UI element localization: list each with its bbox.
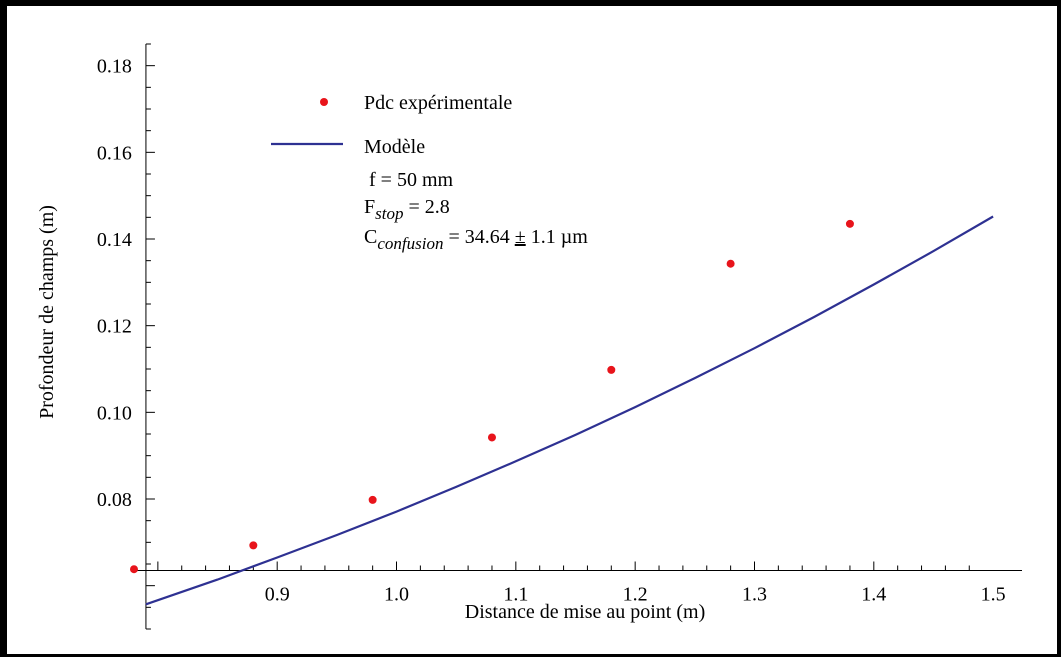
legend-conf-sub: confusion xyxy=(377,234,443,253)
x-tick-label: 1.0 xyxy=(384,584,409,606)
legend-fstop: Fstop = 2.8 xyxy=(364,196,450,223)
y-tick-label: 0.12 xyxy=(97,316,132,338)
x-tick-label: 0.9 xyxy=(265,584,290,606)
legend-confusion: Cconfusion = 34.64 ± 1.1 µm xyxy=(364,226,588,253)
ticks xyxy=(145,43,970,630)
legend-fstop-main: F xyxy=(364,196,375,218)
y-axis-title: Profondeur de champs (m) xyxy=(36,205,58,419)
legend-conf-err: 1.1 µm xyxy=(526,226,589,248)
data-points xyxy=(130,219,854,574)
data-point xyxy=(368,495,377,504)
legend-points-label: Pdc expérimentale xyxy=(364,92,512,114)
legend: Pdc expérimentale Modèle f = 50 mm Fstop… xyxy=(271,92,588,253)
legend-conf-pm: ± xyxy=(515,226,526,248)
y-tick-label: 0.14 xyxy=(97,229,132,251)
x-tick-label: 1.2 xyxy=(623,584,648,606)
model-curve xyxy=(145,215,994,606)
y-tick-label: 0.16 xyxy=(97,142,132,164)
legend-point-marker xyxy=(320,98,328,106)
data-point xyxy=(845,219,854,228)
data-point xyxy=(130,565,138,574)
legend-conf-main: C xyxy=(364,226,377,248)
data-point xyxy=(487,433,496,442)
x-axis-title: Distance de mise au point (m) xyxy=(465,601,706,623)
x-tick-label: 1.4 xyxy=(861,584,886,606)
legend-conf-value: = 34.64 xyxy=(443,226,514,248)
y-tick-label: 0.10 xyxy=(97,402,132,424)
x-tick-label: 1.3 xyxy=(742,584,767,606)
axes xyxy=(134,44,1022,629)
y-tick-label: 0.08 xyxy=(97,489,132,511)
x-tick-label: 1.5 xyxy=(981,584,1006,606)
legend-focal-length: f = 50 mm xyxy=(369,169,453,191)
y-tick-label: 0.18 xyxy=(97,56,132,78)
x-tick-label: 1.1 xyxy=(503,584,528,606)
data-point xyxy=(607,365,616,374)
data-point xyxy=(249,541,258,550)
legend-fstop-value: = 2.8 xyxy=(403,196,449,218)
legend-fstop-sub: stop xyxy=(375,204,403,223)
legend-line-label: Modèle xyxy=(364,136,425,158)
data-point xyxy=(726,259,735,268)
tick-labels: 0.9 1.0 1.1 1.2 1.3 1.4 1.5 0.08 0.10 0.12 0.14 0.1… xyxy=(97,56,1006,606)
